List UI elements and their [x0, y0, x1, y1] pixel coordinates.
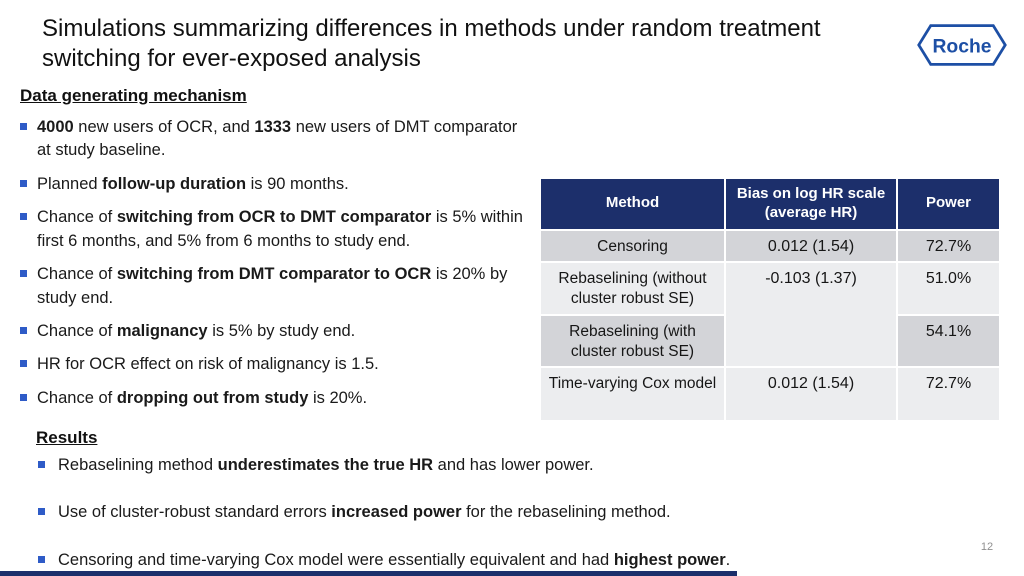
bullet-text-segment: dropping out from study: [116, 388, 309, 407]
list-item: Chance of malignancy is 5% by study end.: [20, 320, 532, 343]
results-section: Results Rebaselining method underestimat…: [36, 428, 976, 576]
bullet-text-segment: is 90 months.: [246, 174, 349, 193]
list-item: Chance of switching from DMT comparator …: [20, 263, 532, 310]
page-title: Simulations summarizing differences in m…: [42, 15, 821, 73]
simulation-results-table: Method Bias on log HR scale (average HR) P…: [539, 177, 1001, 422]
bullet-text-segment: 4000: [37, 118, 74, 136]
list-item: Planned follow-up duration is 90 months.: [20, 173, 532, 196]
column-header: Bias on log HR scale (average HR): [724, 177, 898, 231]
column-header: Power: [896, 177, 1001, 231]
list-item: HR for OCR effect on risk of malignancy …: [20, 353, 532, 376]
table-body: Censoring 0.012 (1.54) 72.7% Rebaselining (…: [539, 228, 1001, 422]
bullet-text-segment: is 5% by study end.: [207, 321, 356, 340]
bullet-square-icon: [38, 508, 45, 516]
data-generating-list: 4000 new users of OCR, and 1333 new user…: [20, 116, 532, 410]
bullet-text-segment: switching from DMT comparator to OCR: [116, 265, 432, 284]
bullet-text-segment: Chance of: [37, 208, 117, 227]
method-cell: Rebaselining (with cluster robust SE): [539, 313, 726, 368]
roche-logo: Roche: [916, 20, 1008, 70]
bottom-accent-bar: [0, 571, 737, 576]
bullet-text-segment: is 20% by study end.: [37, 265, 508, 307]
section-heading-data-generating: Data generating mechanism: [20, 86, 247, 105]
bullet-text-segment: switching from OCR to DMT comparator: [116, 208, 432, 227]
bullet-text-segment: HR for OCR effect on risk of malignancy …: [37, 355, 379, 374]
table-row: Rebaselining (without cluster robust SE)…: [539, 261, 1001, 368]
power-cell: 72.7%: [896, 228, 1001, 264]
table-row: Time-varying Cox model 0.012 (1.54) 72.7%: [539, 365, 1001, 422]
list-item: 4000 new users of OCR, and 1333 new user…: [20, 116, 532, 163]
method-cell: Time-varying Cox model: [539, 365, 726, 422]
bullet-square-icon: [20, 360, 27, 368]
bullet-text-segment: Chance of: [37, 388, 117, 407]
list-item: Use of cluster-robust standard errors in…: [36, 501, 976, 524]
bullet-square-icon: [38, 461, 45, 468]
bullet-text-segment: is 20%.: [308, 388, 368, 407]
bias-cell: -0.103 (1.37): [724, 261, 898, 368]
bullet-square-icon: [20, 270, 27, 278]
data-generating-section: Data generating mechanism 4000 new users…: [20, 86, 532, 420]
list-item: Censoring and time-varying Cox model wer…: [36, 549, 976, 572]
power-cell: 72.7%: [896, 365, 1001, 422]
power-cell: 51.0%: [896, 261, 1001, 316]
table-row: Censoring 0.012 (1.54) 72.7%: [539, 228, 1001, 264]
bullet-text-segment: Chance of: [37, 265, 117, 284]
list-item: Chance of switching from OCR to DMT comp…: [20, 206, 532, 253]
power-cell: 54.1%: [896, 313, 1001, 368]
bullet-text-segment: highest power: [613, 550, 726, 569]
bullet-text-segment: and has lower power.: [433, 456, 594, 474]
bullet-text-segment: 1333: [254, 118, 292, 136]
bullet-square-icon: [38, 555, 45, 563]
bullet-square-icon: [20, 123, 27, 130]
bullet-square-icon: [20, 326, 27, 334]
method-cell: Censoring: [539, 228, 726, 264]
page-number: 12: [980, 541, 994, 553]
section-heading-results: Results: [36, 428, 98, 447]
results-list: Rebaselining method underestimates the t…: [36, 454, 976, 572]
bullet-text-segment: for the rebaselining method.: [461, 503, 671, 522]
column-header: Method: [539, 177, 726, 231]
list-item: Chance of dropping out from study is 20%…: [20, 387, 532, 410]
bullet-text-segment: is 5% within first 6 months, and 5% from…: [37, 208, 523, 250]
table-row: Rebaselining (with cluster robust SE) 54.…: [539, 313, 1001, 368]
bullet-text-segment: increased power: [331, 503, 462, 522]
bullet-text-segment: Chance of: [37, 321, 117, 340]
bullet-text-segment: follow-up duration: [102, 174, 247, 193]
bullet-text-segment: Use of cluster-robust standard errors: [58, 503, 332, 522]
bullet-text-segment: malignancy: [116, 321, 208, 340]
bullet-text-segment: new users of OCR, and: [73, 118, 255, 136]
roche-logo-text: Roche: [932, 36, 991, 57]
bullet-text-segment: Rebaselining method: [58, 456, 218, 474]
bias-cell: 0.012 (1.54): [724, 365, 898, 422]
bullet-square-icon: [20, 213, 27, 221]
method-cell: Rebaselining (without cluster robust SE): [539, 261, 726, 316]
roche-hexagon-icon: Roche: [917, 24, 1007, 66]
bias-cell: 0.012 (1.54): [724, 228, 898, 264]
bullet-text-segment: new users of DMT comparator at study bas…: [37, 118, 518, 160]
list-item: Rebaselining method underestimates the t…: [36, 454, 976, 477]
bullet-text-segment: underestimates the true HR: [217, 456, 434, 474]
bullet-square-icon: [20, 393, 27, 401]
bullet-text-segment: .: [725, 550, 731, 569]
bullet-text-segment: Censoring and time-varying Cox model wer…: [58, 550, 614, 569]
bullet-square-icon: [20, 179, 27, 187]
table-header-row: Method Bias on log HR scale (average HR) P…: [539, 177, 1001, 231]
bullet-text-segment: Planned: [37, 174, 103, 193]
